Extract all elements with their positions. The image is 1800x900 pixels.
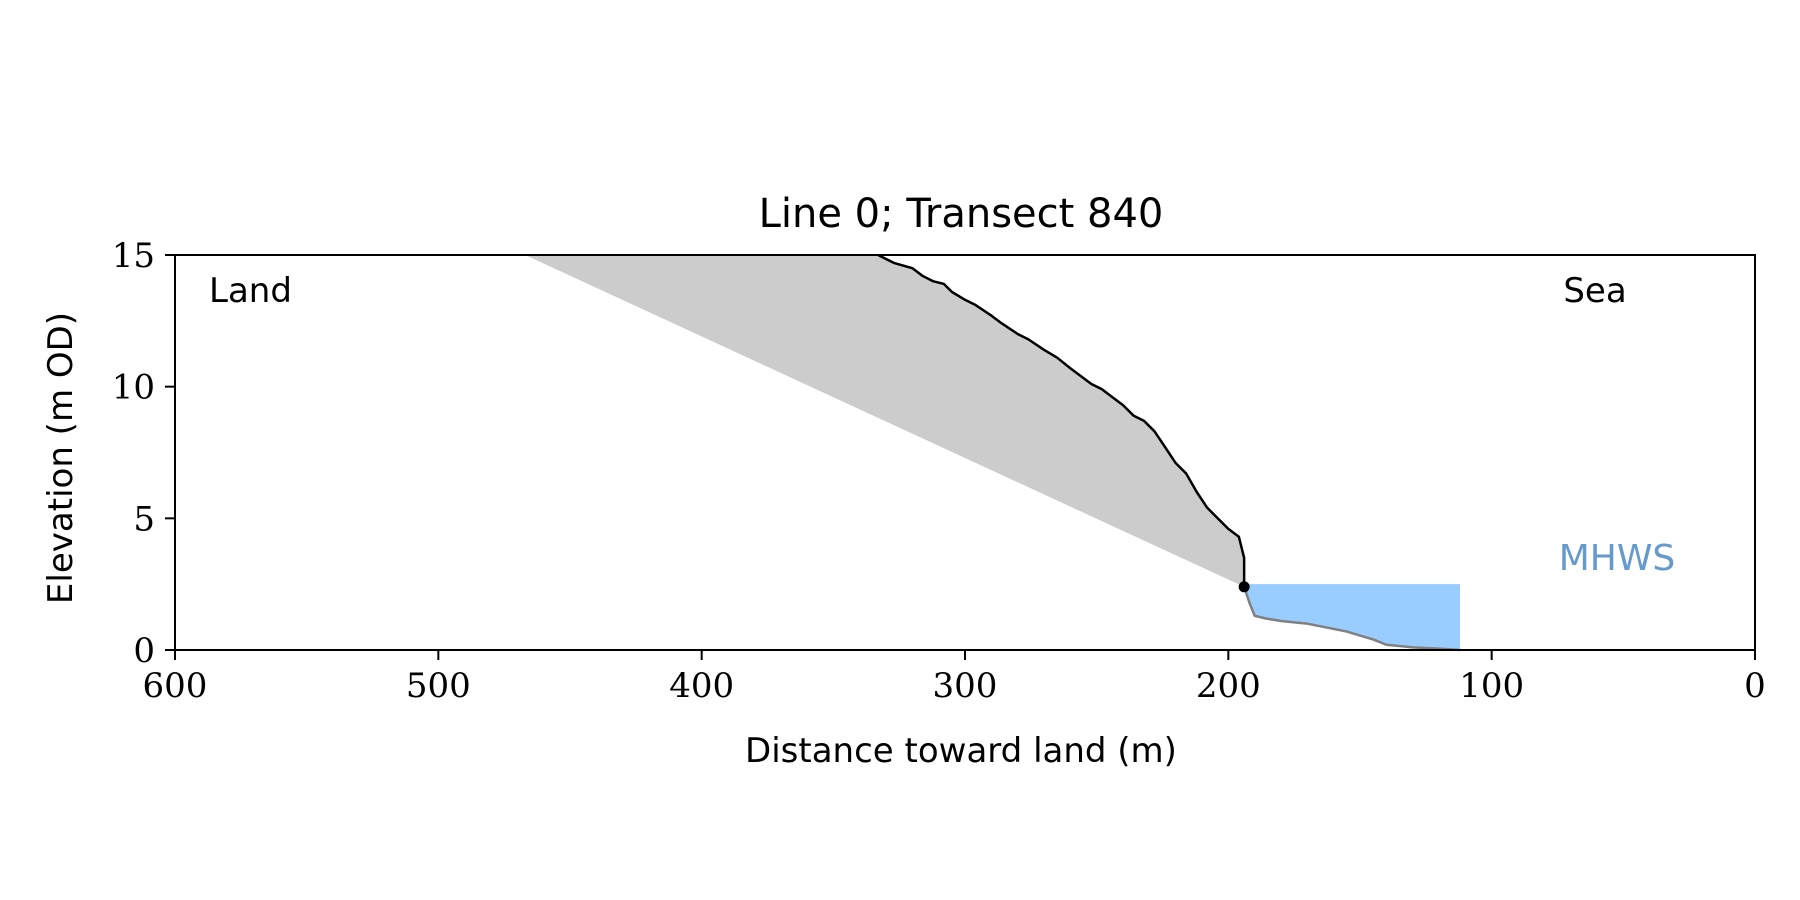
x-axis-ticks: 600 500 400 300 200 100 0 bbox=[143, 650, 1766, 706]
y-axis-ticks: 0 5 10 15 bbox=[112, 236, 175, 671]
cliff-toe-point bbox=[1238, 581, 1250, 593]
mhws-annotation: MHWS bbox=[1559, 538, 1676, 579]
cliff-retreat-area bbox=[525, 255, 1245, 587]
chart-title: Line 0; Transect 840 bbox=[759, 191, 1164, 237]
fill-layer bbox=[525, 255, 1461, 650]
y-tick-label: 10 bbox=[112, 368, 155, 408]
x-tick-label: 200 bbox=[1196, 666, 1261, 706]
x-tick-label: 300 bbox=[933, 666, 998, 706]
mhws-water-area bbox=[1244, 584, 1461, 650]
cliff-profile-line bbox=[877, 253, 1246, 587]
x-tick-label: 600 bbox=[143, 666, 208, 706]
y-tick-label: 15 bbox=[112, 236, 155, 276]
x-tick-label: 400 bbox=[669, 666, 734, 706]
x-tick-label: 500 bbox=[406, 666, 471, 706]
x-tick-label: 100 bbox=[1459, 666, 1524, 706]
line-layer bbox=[877, 253, 1461, 652]
x-tick-label: 0 bbox=[1744, 666, 1766, 706]
land-annotation: Land bbox=[209, 271, 292, 311]
y-tick-label: 5 bbox=[133, 499, 155, 539]
y-axis-label: Elevation (m OD) bbox=[41, 312, 81, 604]
x-axis-label: Distance toward land (m) bbox=[745, 731, 1177, 771]
beach-profile-line bbox=[1242, 586, 1461, 652]
sea-annotation: Sea bbox=[1563, 271, 1626, 311]
y-tick-label: 0 bbox=[133, 631, 155, 671]
